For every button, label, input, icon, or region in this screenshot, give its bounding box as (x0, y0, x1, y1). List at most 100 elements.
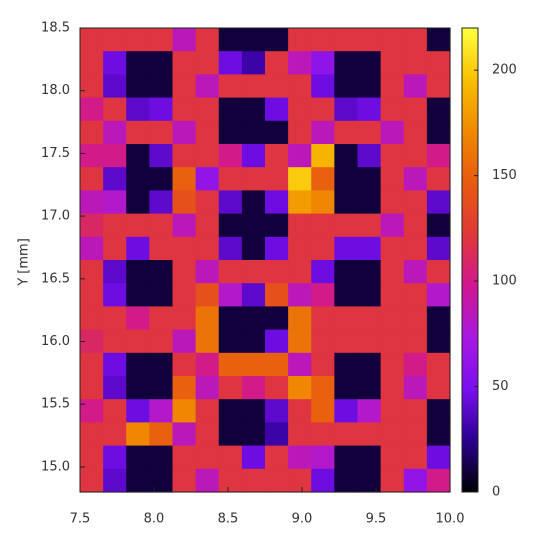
heatmap-cell (403, 422, 428, 447)
heatmap-cell (288, 260, 312, 284)
heatmap-cell (265, 376, 289, 400)
heatmap-cell (126, 399, 150, 423)
heatmap-cell (426, 283, 451, 307)
heatmap-cell (80, 329, 104, 354)
heatmap-cell (265, 28, 289, 52)
heatmap-cell (195, 260, 220, 284)
heatmap-cell (218, 167, 243, 191)
heatmap-cell (265, 236, 289, 261)
heatmap-cell (218, 283, 243, 307)
heatmap-cell (172, 120, 197, 145)
heatmap-cell (241, 51, 266, 75)
heatmap-cell (241, 28, 266, 52)
heatmap-cell (265, 399, 289, 423)
y-tick-label: 17.5 (41, 146, 70, 161)
heatmap-cell (80, 306, 104, 331)
heatmap-cell (195, 352, 220, 377)
heatmap-cell (403, 120, 428, 145)
heatmap-cell (403, 306, 428, 331)
heatmap-cell (80, 260, 104, 284)
heatmap-cell (311, 51, 335, 75)
heatmap-cell (426, 144, 451, 168)
heatmap-cell (357, 352, 382, 377)
heatmap-cell (195, 468, 220, 493)
heatmap-cell (126, 306, 150, 331)
heatmap-cell (380, 399, 405, 423)
heatmap-cell (149, 97, 174, 122)
heatmap-cell (241, 445, 266, 470)
heatmap-cell (172, 190, 197, 215)
heatmap-cell (149, 468, 174, 493)
heatmap-cell (126, 213, 150, 238)
heatmap-cell (80, 120, 104, 145)
heatmap-cell (380, 213, 405, 238)
heatmap-cell (288, 376, 312, 400)
heatmap-cell (357, 376, 382, 400)
heatmap-cell (172, 97, 197, 122)
heatmap-cell (218, 306, 243, 331)
heatmap-cell (426, 399, 451, 423)
heatmap-cell (80, 28, 104, 52)
heatmap-cell (80, 468, 104, 493)
heatmap-cell (288, 306, 312, 331)
colorbar-tick-label: 50 (492, 379, 509, 394)
heatmap-cell (149, 120, 174, 145)
heatmap-cell (195, 144, 220, 168)
heatmap-cell (195, 329, 220, 354)
heatmap-cell (357, 120, 382, 145)
heatmap-cell (103, 260, 127, 284)
heatmap-cell (380, 260, 405, 284)
x-tick-label: 9.5 (366, 512, 387, 527)
heatmap-cell (103, 422, 127, 447)
heatmap-cell (288, 190, 312, 215)
heatmap-cell (311, 376, 335, 400)
heatmap-cell (149, 399, 174, 423)
heatmap-cell (334, 260, 359, 284)
heatmap-cell (195, 213, 220, 238)
heatmap-cell (311, 120, 335, 145)
heatmap-cell (334, 120, 359, 145)
heatmap-cell (380, 236, 405, 261)
heatmap-cell (80, 190, 104, 215)
heatmap-cell (195, 306, 220, 331)
heatmap-cell (149, 329, 174, 354)
heatmap-cell (103, 120, 127, 145)
heatmap-cell (172, 260, 197, 284)
heatmap-cell (357, 329, 382, 354)
heatmap-cell (80, 445, 104, 470)
heatmap-cell (80, 236, 104, 261)
heatmap-cell (334, 283, 359, 307)
heatmap-cell (311, 213, 335, 238)
heatmap-cell (380, 51, 405, 75)
heatmap-cell (149, 260, 174, 284)
heatmap-cell (126, 283, 150, 307)
heatmap-cell (103, 28, 127, 52)
heatmap-cell (311, 97, 335, 122)
heatmap-cell (357, 399, 382, 423)
heatmap-cell (195, 97, 220, 122)
heatmap-cell (403, 260, 428, 284)
heatmap-cell (403, 28, 428, 52)
heatmap-cell (149, 213, 174, 238)
heatmap-cell (103, 213, 127, 238)
heatmap-cell (172, 399, 197, 423)
heatmap-cell (357, 445, 382, 470)
heatmap-cell (126, 468, 150, 493)
heatmap-cell (80, 422, 104, 447)
heatmap-cell (126, 445, 150, 470)
heatmap-cell (311, 283, 335, 307)
heatmap-cell (149, 283, 174, 307)
heatmap-cell (172, 74, 197, 99)
heatmap-cell (334, 468, 359, 493)
heatmap-cell (357, 306, 382, 331)
heatmap-cell (172, 422, 197, 447)
heatmap-cell (403, 352, 428, 377)
heatmap-cell (241, 422, 266, 447)
heatmap-cell (334, 352, 359, 377)
heatmap-cell (218, 445, 243, 470)
heatmap-cell (311, 329, 335, 354)
heatmap-cell (380, 167, 405, 191)
heatmap-cell (380, 329, 405, 354)
heatmap-cell (311, 28, 335, 52)
heatmap-cell (241, 468, 266, 493)
